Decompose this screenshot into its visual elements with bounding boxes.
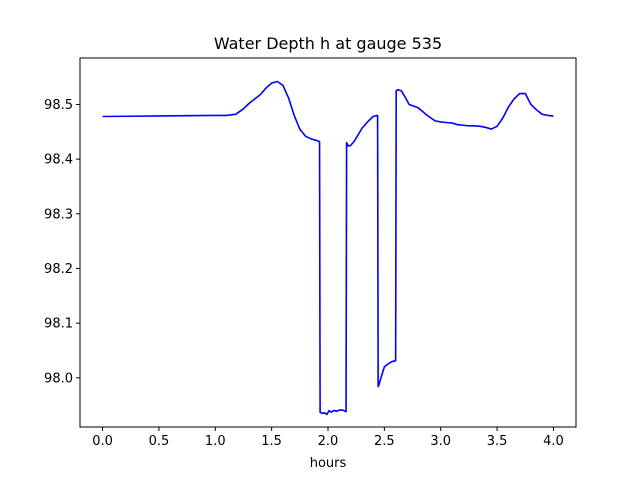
chart-title: Water Depth h at gauge 535 <box>214 34 442 53</box>
y-tick-label: 98.4 <box>44 153 73 168</box>
x-tick-label: 4.0 <box>543 434 564 449</box>
x-tick-label: 2.5 <box>374 434 395 449</box>
x-tick-label: 3.5 <box>487 434 508 449</box>
x-tick-label: 3.0 <box>430 434 451 449</box>
y-tick-label: 98.3 <box>44 207 73 222</box>
x-axis: 0.0 0.5 1.0 1.5 2.0 2.5 3.0 3.5 4.0 <box>92 427 564 449</box>
y-tick-label: 98.0 <box>44 371 73 386</box>
x-axis-title: hours <box>310 456 347 471</box>
x-tick-label: 1.5 <box>261 434 282 449</box>
x-tick-label: 0.5 <box>149 434 170 449</box>
x-tick-label: 1.0 <box>205 434 226 449</box>
x-tick-label: 2.0 <box>318 434 339 449</box>
axes-frame <box>79 57 577 428</box>
y-tick-label: 98.5 <box>44 98 73 113</box>
plot-area <box>102 80 554 416</box>
y-tick-label: 98.1 <box>44 317 73 332</box>
series-line-0 <box>102 80 554 416</box>
x-tick-label: 0.0 <box>92 434 113 449</box>
y-tick-label: 98.2 <box>44 262 73 277</box>
y-axis: 98.0 98.1 98.2 98.3 98.4 98.5 <box>44 98 80 386</box>
